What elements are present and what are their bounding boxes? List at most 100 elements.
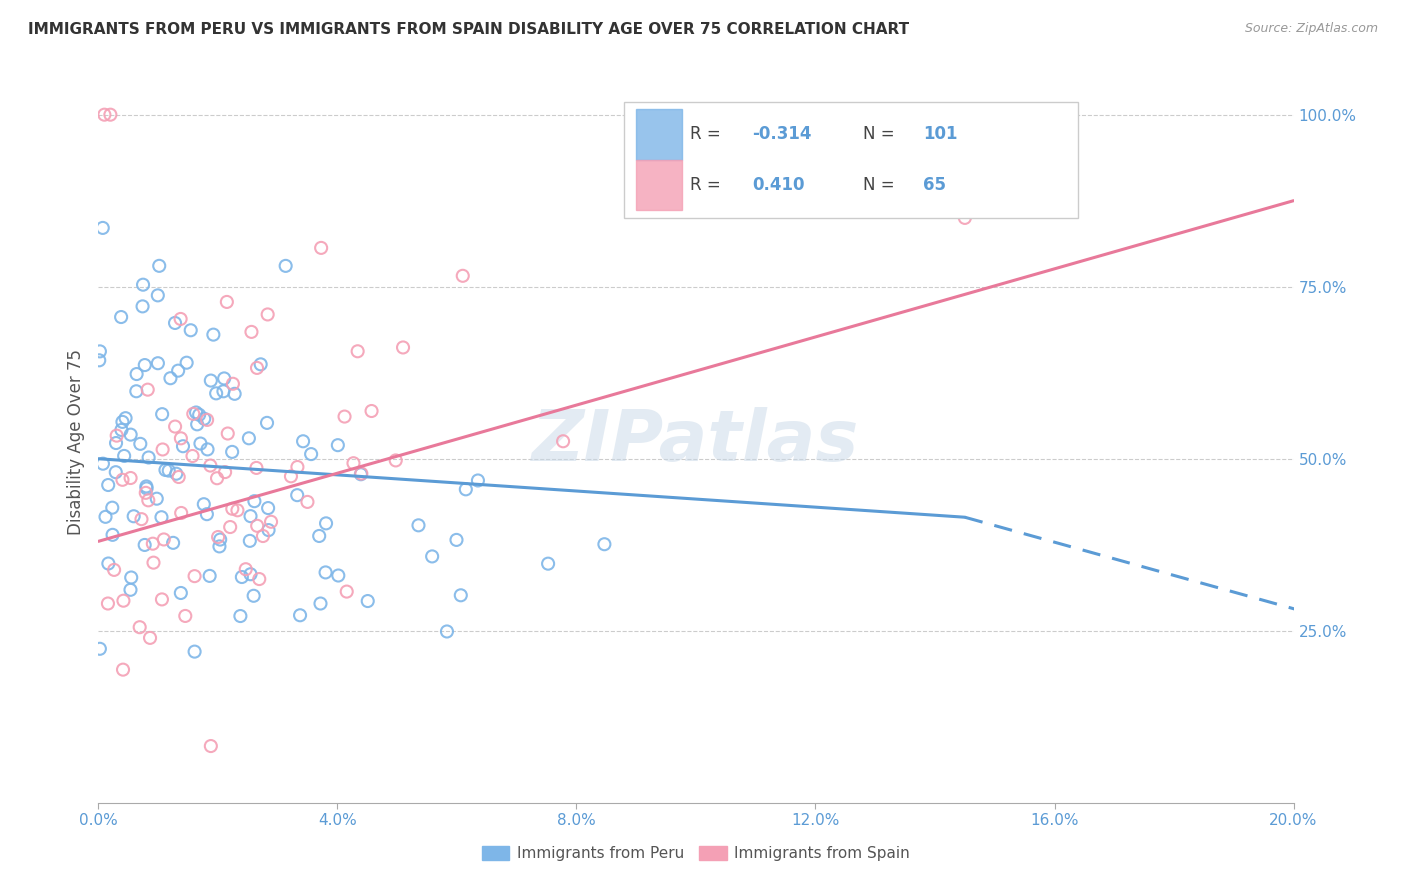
- Point: [222, 376, 245, 391]
- Text: IMMIGRANTS FROM PERU VS IMMIGRANTS FROM SPAIN DISABILITY AGE OVER 75 CORRELATION: IMMIGRANTS FROM PERU VS IMMIGRANTS FROM …: [28, 22, 910, 37]
- Point: [315, 566, 337, 580]
- Point: [180, 323, 202, 337]
- Text: 0.410: 0.410: [752, 176, 804, 194]
- Point: [93, 108, 115, 122]
- FancyBboxPatch shape: [624, 102, 1078, 218]
- Point: [89, 344, 111, 359]
- Point: [89, 353, 111, 368]
- Point: [183, 645, 205, 659]
- Point: [98, 108, 122, 122]
- Point: [155, 463, 177, 477]
- Point: [105, 428, 128, 442]
- Point: [111, 663, 134, 677]
- Point: [195, 413, 218, 427]
- Point: [256, 308, 278, 322]
- Point: [101, 528, 124, 542]
- Point: [103, 563, 125, 577]
- Point: [202, 327, 225, 342]
- Point: [342, 456, 364, 470]
- Point: [136, 383, 159, 397]
- Point: [110, 423, 132, 437]
- Point: [112, 593, 135, 607]
- Point: [146, 288, 169, 302]
- Point: [246, 518, 269, 533]
- Text: 101: 101: [922, 126, 957, 144]
- Point: [328, 568, 350, 582]
- Point: [221, 445, 243, 459]
- Point: [297, 495, 319, 509]
- Point: [165, 419, 187, 434]
- Point: [224, 387, 246, 401]
- Point: [408, 518, 430, 533]
- Point: [260, 515, 283, 529]
- Point: [110, 310, 132, 324]
- Point: [299, 447, 322, 461]
- Point: [89, 641, 111, 656]
- Point: [131, 512, 153, 526]
- Point: [280, 469, 302, 483]
- Point: [257, 523, 280, 537]
- Point: [231, 570, 253, 584]
- Point: [537, 557, 560, 571]
- Point: [200, 739, 222, 753]
- Point: [207, 530, 229, 544]
- Point: [360, 404, 382, 418]
- Point: [125, 384, 148, 399]
- Point: [384, 453, 406, 467]
- Point: [120, 471, 142, 485]
- Point: [184, 405, 207, 419]
- Point: [436, 624, 458, 639]
- Point: [129, 437, 152, 451]
- Point: [139, 631, 162, 645]
- Point: [235, 562, 257, 576]
- Point: [188, 408, 211, 422]
- Point: [240, 325, 263, 339]
- Point: [336, 584, 359, 599]
- Point: [219, 520, 242, 534]
- Point: [94, 509, 117, 524]
- Point: [135, 479, 157, 493]
- Point: [169, 312, 191, 326]
- Point: [142, 556, 165, 570]
- Point: [153, 533, 176, 547]
- Point: [288, 608, 311, 623]
- Point: [350, 467, 373, 481]
- Point: [150, 407, 173, 421]
- Point: [170, 586, 193, 600]
- Point: [309, 597, 332, 611]
- Point: [239, 567, 262, 582]
- Point: [215, 294, 238, 309]
- Text: R =: R =: [690, 176, 725, 194]
- Point: [198, 569, 221, 583]
- Point: [111, 415, 134, 429]
- Point: [128, 620, 150, 634]
- Text: ZIPatlas: ZIPatlas: [533, 407, 859, 476]
- Point: [208, 540, 231, 554]
- Point: [252, 529, 274, 543]
- Point: [135, 482, 157, 496]
- Text: N =: N =: [863, 126, 900, 144]
- Text: N =: N =: [863, 176, 900, 194]
- Point: [226, 503, 249, 517]
- Point: [287, 460, 309, 475]
- Point: [292, 434, 315, 449]
- Point: [593, 537, 616, 551]
- Point: [205, 471, 228, 485]
- Point: [451, 268, 474, 283]
- Point: [357, 594, 380, 608]
- Point: [446, 533, 468, 547]
- Point: [247, 572, 270, 586]
- Point: [243, 494, 266, 508]
- Point: [120, 582, 142, 597]
- Point: [159, 371, 181, 385]
- Point: [205, 386, 228, 401]
- Point: [238, 431, 260, 445]
- Point: [214, 465, 236, 479]
- Point: [163, 316, 186, 330]
- Point: [467, 474, 489, 488]
- Point: [217, 426, 239, 441]
- Point: [195, 507, 218, 521]
- Point: [454, 483, 477, 497]
- Point: [120, 570, 142, 584]
- Point: [136, 493, 159, 508]
